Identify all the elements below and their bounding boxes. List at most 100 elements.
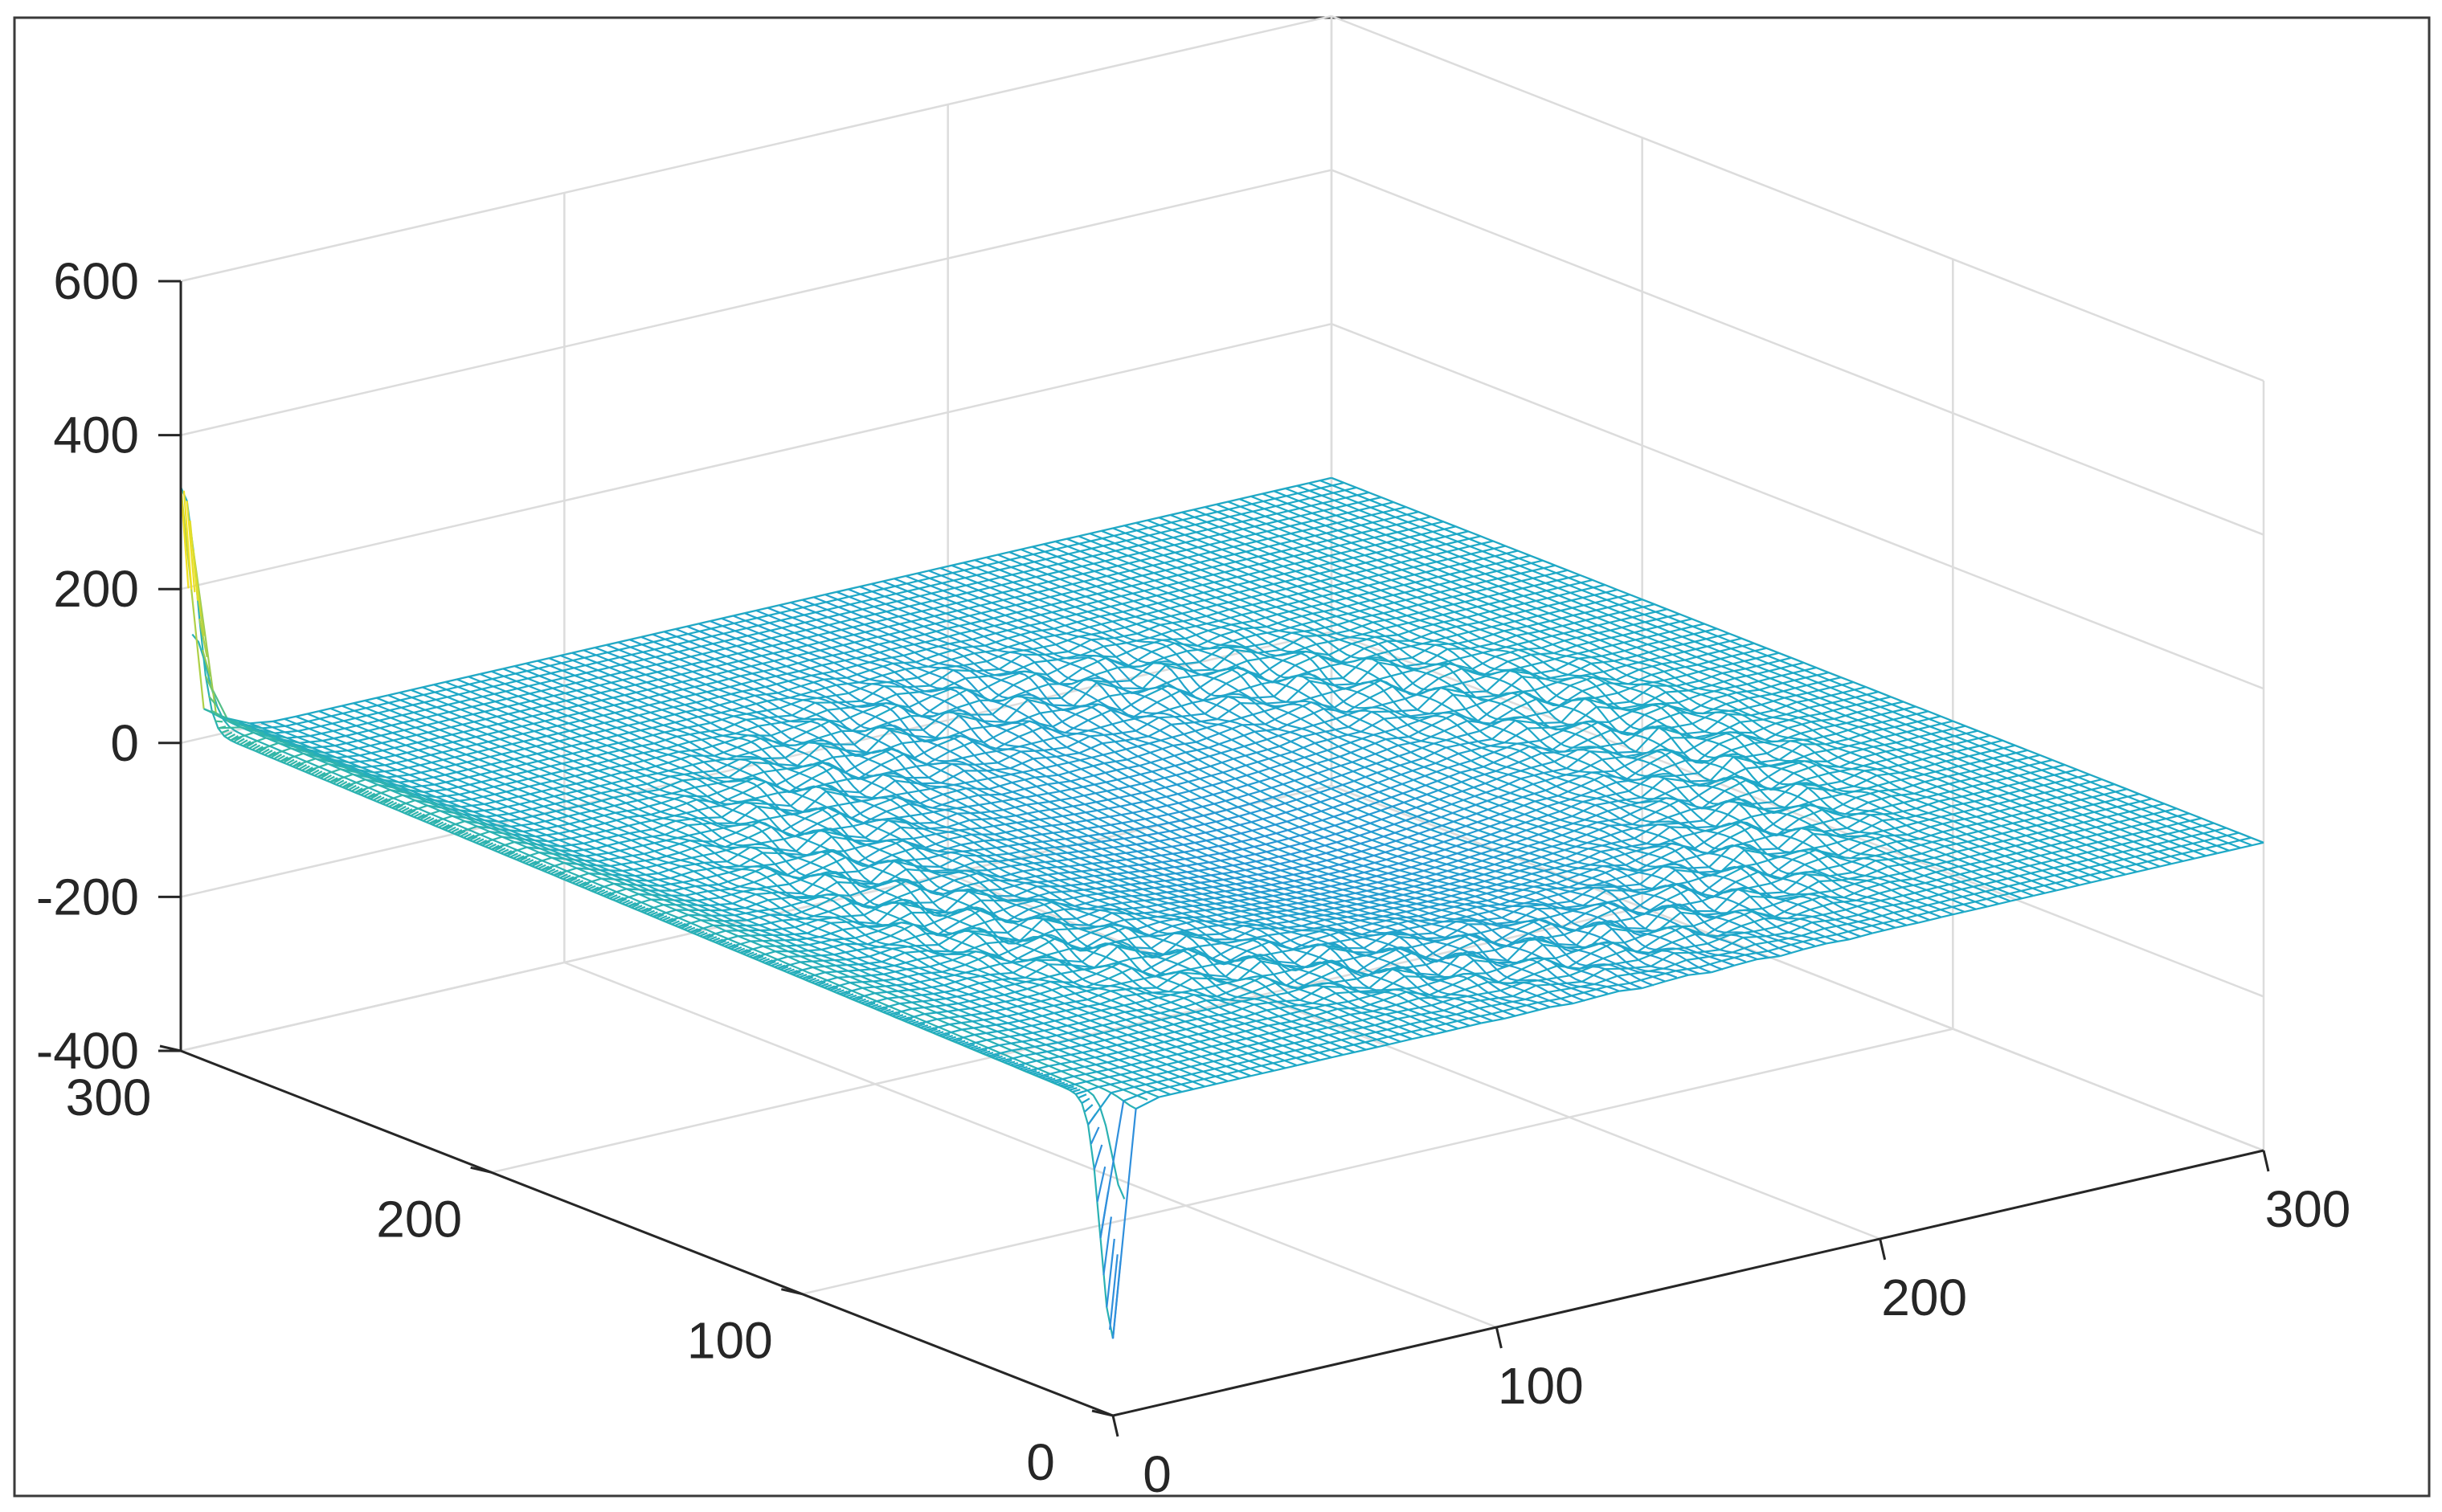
- surface-mesh-line: [1172, 625, 1196, 631]
- surface-mesh-line: [1164, 771, 1188, 779]
- surface-mesh-line: [913, 923, 938, 936]
- surface-mesh-line: [1071, 570, 1095, 578]
- surface-mesh-line: [1720, 849, 1745, 872]
- surface-mesh-line: [1384, 836, 1408, 846]
- surface-mesh-line: [914, 638, 938, 646]
- floor-grid-line: [947, 872, 1881, 1240]
- surface-mesh-line: [1561, 991, 1585, 999]
- surface-mesh-line: [1000, 571, 1025, 578]
- surface-mesh-line: [1311, 701, 1335, 709]
- surface-mesh-line: [1069, 862, 1093, 868]
- surface-mesh-line: [787, 764, 811, 770]
- surface-mesh-line: [1284, 1054, 1308, 1062]
- surface-mesh-line: [1678, 799, 1702, 810]
- surface-mesh-line: [1849, 932, 1873, 941]
- surface-mesh-line: [1112, 1002, 1136, 1009]
- surface-mesh-line: [988, 782, 1012, 791]
- surface-mesh-line: [1884, 730, 1908, 738]
- surface-mesh-line: [1694, 732, 1718, 739]
- surface-mesh-line: [939, 562, 964, 570]
- surface-mesh-line: [1414, 885, 1438, 893]
- surface-mesh-line: [1266, 618, 1291, 628]
- surface-mesh-line: [2043, 778, 2068, 787]
- surface-mesh-line: [1353, 1038, 1377, 1046]
- surface-mesh-line: [1850, 746, 1874, 754]
- surface-mesh-line: [227, 717, 251, 725]
- surface-mesh-line: [1873, 840, 1897, 849]
- surface-mesh-line: [1880, 902, 1904, 909]
- surface-mesh-line: [925, 838, 949, 849]
- surface-mesh-line: [1595, 899, 1619, 906]
- surface-mesh-line: [2086, 838, 2110, 846]
- surface-mesh-line: [1169, 1081, 1193, 1088]
- surface-mesh-line: [1179, 971, 1203, 975]
- surface-mesh-line: [714, 846, 738, 854]
- surface-mesh-line: [613, 792, 637, 799]
- surface-mesh-line: [1374, 1018, 1398, 1027]
- surface-mesh-line: [824, 676, 847, 680]
- surface-mesh-line: [1026, 891, 1050, 900]
- surface-mesh-line: [992, 904, 1017, 914]
- surface-mesh-line: [1731, 742, 1755, 751]
- surface-mesh-line: [1814, 934, 1838, 940]
- surface-mesh-line: [1539, 625, 1563, 632]
- surface-mesh-line: [1590, 660, 1614, 664]
- surface-mesh-line: [264, 732, 288, 739]
- surface-mesh-line: [1426, 785, 1450, 795]
- surface-mesh-line: [1258, 950, 1282, 957]
- surface-mesh-line: [378, 783, 401, 791]
- surface-mesh-line: [1681, 730, 1705, 735]
- surface-mesh-line: [897, 796, 921, 804]
- surface-mesh-line: [1408, 919, 1431, 922]
- surface-mesh-line: [1229, 713, 1254, 722]
- surface-mesh-line: [928, 762, 953, 778]
- surface-mesh-line: [338, 781, 348, 787]
- surface-mesh-line: [1561, 913, 1586, 929]
- surface-mesh-line: [964, 571, 988, 579]
- surface-mesh-line: [1662, 659, 1686, 665]
- surface-mesh-line: [1006, 720, 1030, 732]
- surface-mesh-line: [1136, 840, 1160, 846]
- surface-mesh-line: [1325, 846, 1350, 854]
- surface-mesh-line: [295, 710, 320, 717]
- surface-mesh-line: [1358, 989, 1382, 993]
- surface-mesh-line: [929, 1028, 938, 1032]
- surface-mesh-line: [407, 754, 432, 762]
- surface-mesh-line: [1093, 1036, 1117, 1044]
- surface-mesh-line: [1349, 922, 1373, 931]
- surface-mesh-line: [1243, 923, 1266, 927]
- surface-mesh-line: [742, 950, 751, 955]
- surface-mesh-line: [1535, 893, 1559, 901]
- surface-mesh-line: [616, 721, 640, 729]
- surface-mesh-line: [804, 806, 828, 819]
- surface-mesh-line: [1687, 779, 1711, 783]
- surface-mesh-line: [323, 774, 332, 781]
- surface-mesh-line: [1082, 1046, 1106, 1054]
- surface-mesh-line: [1422, 1023, 1446, 1031]
- surface-mesh-line: [1893, 906, 1917, 914]
- surface-mesh-line: [414, 713, 438, 721]
- surface-mesh-line: [1066, 923, 1090, 926]
- surface-mesh-line: [1277, 717, 1302, 730]
- surface-mesh-line: [1166, 889, 1190, 893]
- surface-mesh-line: [1258, 558, 1282, 566]
- surface-mesh-line: [288, 760, 298, 766]
- surface-mesh-line: [1113, 529, 1137, 537]
- surface-mesh-line: [962, 644, 985, 649]
- surface-mesh-line: [1127, 946, 1151, 950]
- surface-mesh-line: [1262, 898, 1286, 904]
- surface-mesh-line: [1370, 907, 1394, 914]
- surface-mesh-line: [1181, 599, 1205, 607]
- surface-mesh-line: [1285, 971, 1310, 987]
- surface-mesh-line: [1285, 895, 1309, 901]
- surface-mesh-line: [1531, 760, 1555, 769]
- surface-mesh-line: [2092, 798, 2117, 806]
- surface-mesh-line: [1385, 521, 1409, 529]
- surface-mesh-line: [1887, 762, 1911, 769]
- surface-mesh-line: [1282, 775, 1307, 786]
- surface-mesh-line: [1870, 812, 1893, 816]
- surface-mesh-line: [955, 982, 980, 991]
- surface-mesh-line: [1881, 716, 1906, 723]
- surface-mesh-line: [2001, 819, 2025, 828]
- surface-mesh-line: [796, 744, 821, 766]
